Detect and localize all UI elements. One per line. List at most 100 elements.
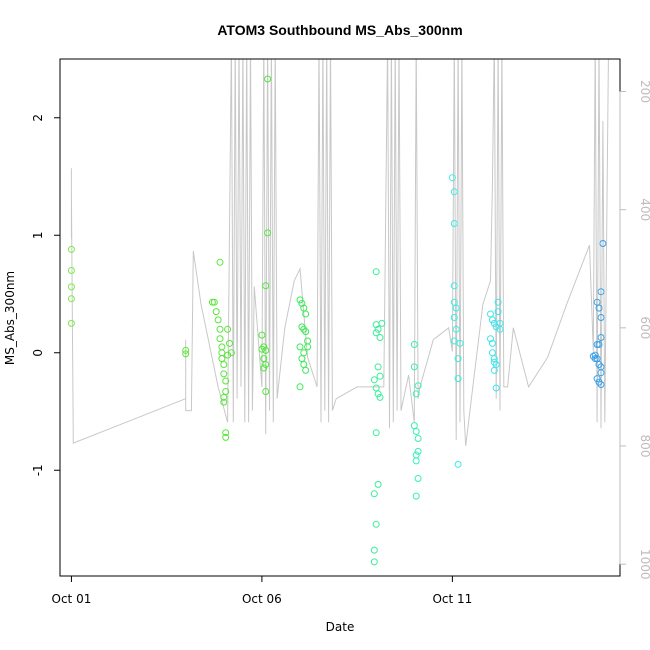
data-point [414,435,422,442]
data-point [412,457,420,465]
data-point [450,337,458,345]
data-point [376,334,384,341]
data-point [370,490,378,498]
data-point [212,308,220,316]
data-point [67,319,75,327]
data-point [264,229,272,237]
data-point [182,350,190,358]
data-point [304,337,312,345]
data-point [488,316,496,324]
data-point [262,282,270,290]
right-tick-label: 800 [638,435,650,458]
data-point [218,343,226,351]
data-point [300,325,308,333]
data-point [214,316,222,324]
data-point [370,558,378,566]
data-points-layer [67,75,607,566]
data-point [370,376,378,384]
data-point [410,341,418,348]
data-point [591,351,599,359]
data-point [452,325,460,333]
data-point [487,335,494,343]
data-point [67,267,75,274]
data-point [487,310,494,318]
data-point [302,328,310,336]
x-tick-label: Oct 01 [52,592,92,606]
data-point [374,480,382,488]
data-point [220,393,228,401]
right-tick-label: 400 [638,198,650,221]
data-point [296,343,304,351]
chart-title: ATOM3 Southbound MS_Abs_300nm [217,22,462,38]
data-point [302,366,310,374]
data-point [372,329,380,337]
data-point [412,451,420,459]
data-point [302,310,310,318]
data-point [296,383,304,391]
y-tick-label: 0 [31,349,45,357]
right-tick-label: 200 [638,80,650,103]
data-point [448,174,456,182]
data-point [304,343,312,351]
data-point [298,299,306,307]
data-point [410,422,418,430]
data-point [412,492,420,500]
data-point [450,314,458,321]
data-point [208,298,216,306]
data-point [414,475,422,482]
plot-frame [59,58,621,577]
x-axis: Oct 01 Oct 06 Oct 11 [52,576,472,606]
data-point [410,363,418,371]
data-point [220,370,228,378]
data-point [414,382,422,390]
right-tick-label: 1000 [638,549,650,580]
data-point [597,314,605,321]
data-point [372,520,380,528]
data-point [298,355,306,363]
data-point [597,334,605,341]
data-point [372,384,380,392]
data-point [597,381,605,388]
data-point [218,355,226,363]
data-point [264,75,272,83]
data-point [67,245,75,253]
data-point [220,398,228,406]
x-tick-label: Oct 06 [242,592,282,606]
data-point [452,304,460,312]
data-point [374,325,382,333]
data-point [262,361,270,368]
data-point [67,283,75,291]
data-point [496,319,504,327]
data-point [227,349,235,357]
data-point [260,343,268,351]
data-point [222,429,230,437]
data-point [67,295,75,303]
data-point [374,363,382,371]
y-axis: -1 0 1 2 [31,114,60,476]
data-point [494,308,502,316]
data-point [258,345,266,353]
data-point [591,355,599,363]
data-point [599,240,607,247]
data-point [262,346,270,354]
data-point [490,366,498,374]
data-point [454,355,462,363]
right-axis: 200 400 600 800 1000 [619,80,650,580]
data-point [450,188,458,196]
data-point [492,384,500,392]
y-tick-label: -1 [31,464,45,476]
data-point [210,298,218,306]
data-point [376,393,384,401]
data-point [224,325,232,333]
data-point [490,358,498,366]
data-point [182,346,190,354]
data-point [593,341,601,348]
data-point [376,372,384,380]
right-tick-label: 600 [638,316,650,339]
data-point [300,361,308,368]
data-point [595,341,603,348]
data-point [414,447,422,455]
data-point [589,352,597,360]
data-point [454,460,462,468]
